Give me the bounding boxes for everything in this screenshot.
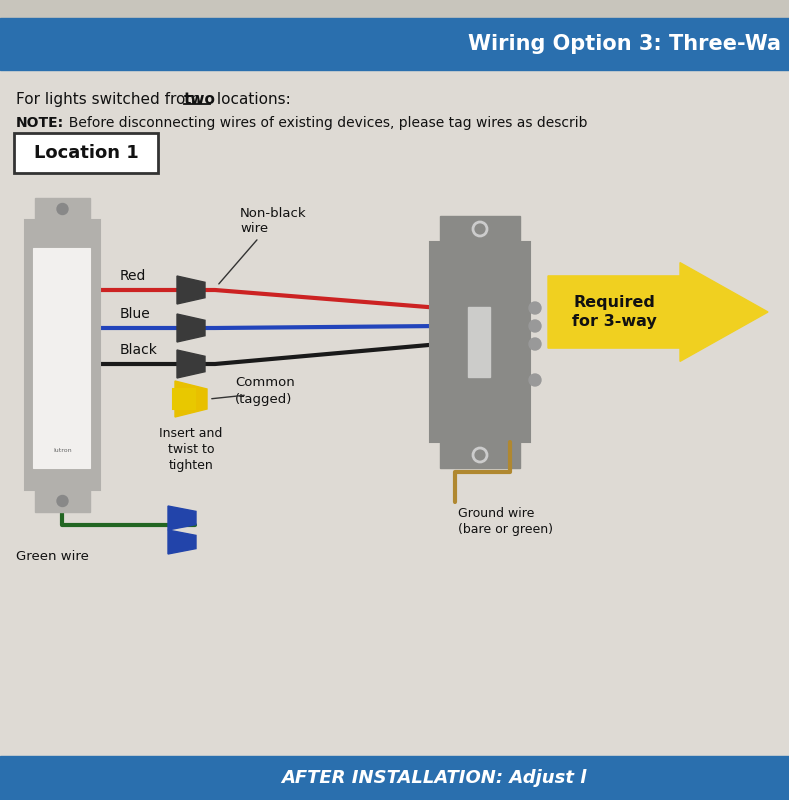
Text: two: two [184,92,216,107]
Circle shape [529,338,541,350]
Text: AFTER INSTALLATION: Adjust l: AFTER INSTALLATION: Adjust l [281,769,587,787]
Text: Wiring Option 3: Three-Wa: Wiring Option 3: Three-Wa [468,34,781,54]
Text: For lights switched from: For lights switched from [16,92,205,107]
Bar [430,242,530,442]
Text: Non-black
wire: Non-black wire [219,207,307,284]
Text: Required
for 3-way: Required for 3-way [571,295,656,329]
Polygon shape [175,381,207,417]
Polygon shape [548,262,768,362]
Text: Green wire: Green wire [16,550,89,563]
Circle shape [529,374,541,386]
Polygon shape [177,350,205,378]
Text: Red: Red [120,269,147,283]
Text: Black: Black [120,343,158,357]
Polygon shape [168,506,196,530]
Text: Before disconnecting wires of existing devices, please tag wires as describ: Before disconnecting wires of existing d… [60,116,588,130]
Text: Common
(tagged): Common (tagged) [235,377,295,406]
Bar [35,198,90,220]
Text: Ground wire
(bare or green): Ground wire (bare or green) [458,507,553,536]
Polygon shape [177,314,205,342]
Text: Insert and
twist to
tighten: Insert and twist to tighten [159,427,222,472]
Text: lutron: lutron [53,447,72,453]
Circle shape [529,320,541,332]
Bar [0,0,789,18]
Circle shape [57,495,68,506]
Bar [35,490,90,512]
Bar [173,389,195,409]
Text: Blue: Blue [120,307,151,321]
Text: NOTE:: NOTE: [16,116,64,130]
Circle shape [57,203,68,214]
Bar [25,220,100,490]
Polygon shape [177,276,205,304]
Bar [0,756,789,800]
Bar [468,307,490,377]
Text: Location 1: Location 1 [34,144,138,162]
Bar [440,442,520,468]
Polygon shape [168,530,196,554]
FancyBboxPatch shape [14,133,158,173]
Text: locations:: locations: [212,92,291,107]
Bar [33,248,90,468]
Bar [0,18,789,70]
Bar [440,216,520,242]
Circle shape [529,302,541,314]
